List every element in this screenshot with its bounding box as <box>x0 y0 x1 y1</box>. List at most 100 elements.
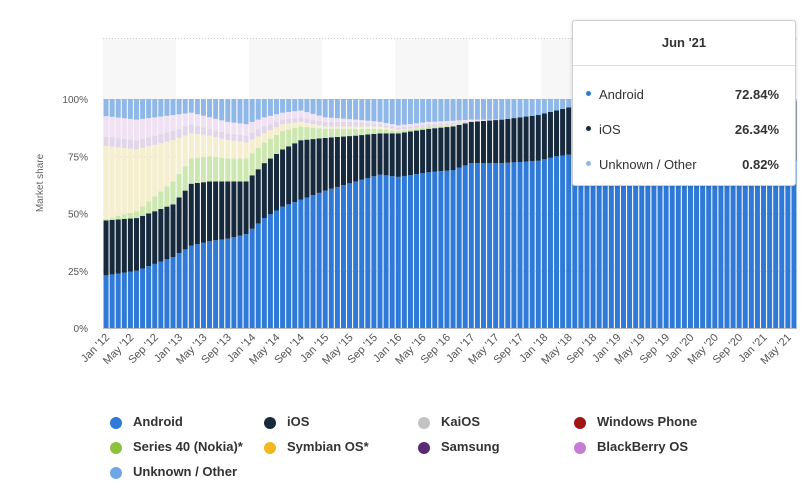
bar-segment-samsung <box>407 126 413 129</box>
bar-segment-ios <box>426 128 432 173</box>
bar-segment-android <box>754 160 760 328</box>
legend-label: Series 40 (Nokia)* <box>133 439 243 454</box>
bar-segment-unknown-other <box>127 99 133 119</box>
bar-column <box>207 99 213 328</box>
bar-segment-unknown-other <box>322 99 328 118</box>
bar-segment-symbian-os <box>121 148 127 215</box>
bar-segment-series-40-nokia <box>213 157 219 182</box>
bar-segment-android <box>529 161 535 328</box>
bar-segment-ios <box>377 133 383 175</box>
bar-segment-ios <box>499 119 505 164</box>
bar-segment-samsung <box>249 132 255 140</box>
bar-segment-symbian-os <box>353 126 359 129</box>
bar-segment-samsung <box>200 127 206 135</box>
bar-segment-ios <box>414 130 420 175</box>
bar-segment-series-40-nokia <box>121 214 127 219</box>
bar-segment-android <box>243 234 249 328</box>
bar-segment-unknown-other <box>353 99 359 120</box>
bar-segment-symbian-os <box>407 128 413 130</box>
bar-segment-android <box>681 157 687 328</box>
bar-segment-unknown-other <box>535 99 541 116</box>
bar-segment-samsung <box>414 125 420 128</box>
bar-segment-android <box>706 158 712 328</box>
bar-column <box>255 99 261 328</box>
bar-segment-android <box>608 155 614 328</box>
bar-column <box>213 99 219 328</box>
bar-segment-series-40-nokia <box>456 124 462 125</box>
bar-segment-symbian-os <box>243 142 249 159</box>
bar-segment-series-40-nokia <box>292 128 298 144</box>
bar-column <box>566 99 572 328</box>
bar-segment-android <box>340 185 346 328</box>
bar-column <box>188 99 194 328</box>
bar-segment-android <box>219 239 225 328</box>
bar-segment-unknown-other <box>566 99 572 108</box>
bar-segment-ios <box>407 131 413 176</box>
bar-segment-symbian-os <box>140 147 146 207</box>
bar-segment-blackberry-os <box>152 117 158 136</box>
bar-segment-unknown-other <box>115 99 121 118</box>
bar-segment-android <box>724 159 730 328</box>
bar-column <box>541 99 547 328</box>
bar-segment-samsung <box>261 126 267 134</box>
bar-segment-series-40-nokia <box>389 130 395 134</box>
year-stripe <box>103 38 177 328</box>
bar-segment-symbian-os <box>182 135 188 167</box>
bar-segment-unknown-other <box>499 99 505 120</box>
bar-segment-unknown-other <box>140 99 146 119</box>
bar-column <box>505 99 511 328</box>
bar-segment-unknown-other <box>207 99 213 118</box>
bar-column <box>487 99 493 328</box>
bar-segment-ios <box>225 181 231 239</box>
bar-column <box>414 99 420 328</box>
y-axis-label: Market share <box>35 153 46 212</box>
bar-segment-unknown-other <box>164 99 170 116</box>
tooltip-series-name: Unknown / Other <box>599 157 697 172</box>
bar-segment-android <box>322 190 328 328</box>
bar-segment-android <box>474 163 480 328</box>
bar-segment-series-40-nokia <box>438 125 444 128</box>
bar-segment-blackberry-os <box>231 122 237 135</box>
bar-segment-unknown-other <box>359 99 365 121</box>
bar-column <box>420 99 426 328</box>
bar-segment-android <box>456 167 462 328</box>
bar-segment-blackberry-os <box>146 118 152 138</box>
bar-segment-blackberry-os <box>255 119 261 130</box>
bar-segment-blackberry-os <box>164 115 170 133</box>
bar-segment-unknown-other <box>383 99 389 124</box>
bar-segment-series-40-nokia <box>371 128 377 134</box>
bar-segment-unknown-other <box>541 99 547 114</box>
tooltip-series-value: 0.82% <box>742 157 779 172</box>
bar-segment-samsung <box>450 123 456 126</box>
bar-segment-android <box>353 181 359 328</box>
bar-segment-unknown-other <box>523 99 529 117</box>
legend-label: iOS <box>287 414 310 429</box>
bar-segment-ios <box>547 111 553 158</box>
bar-segment-series-40-nokia <box>249 153 255 176</box>
bar-column <box>304 99 310 328</box>
bar-column <box>474 99 480 328</box>
bar-segment-blackberry-os <box>426 121 432 125</box>
bar-segment-android <box>718 158 724 328</box>
bar-segment-unknown-other <box>450 99 456 121</box>
bar-column <box>456 99 462 328</box>
bar-segment-android <box>170 257 176 328</box>
bar-segment-ios <box>267 158 273 215</box>
bar-segment-android <box>371 176 377 328</box>
bar-segment-samsung <box>468 120 474 122</box>
bar-column <box>298 99 304 328</box>
bar-column <box>328 99 334 328</box>
bar-column <box>426 99 432 328</box>
bar-segment-android <box>158 261 164 328</box>
bar-column <box>462 99 468 328</box>
bar-segment-unknown-other <box>261 99 267 118</box>
bar-segment-ios <box>249 175 255 229</box>
bar-segment-android <box>541 159 547 328</box>
legend-label: Symbian OS* <box>287 439 369 454</box>
bar-segment-ios <box>188 183 194 246</box>
bar-segment-symbian-os <box>267 130 273 139</box>
bar-segment-ios <box>462 123 468 166</box>
bar-column <box>231 99 237 328</box>
bar-segment-ios <box>292 143 298 203</box>
bar-segment-unknown-other <box>426 99 432 122</box>
